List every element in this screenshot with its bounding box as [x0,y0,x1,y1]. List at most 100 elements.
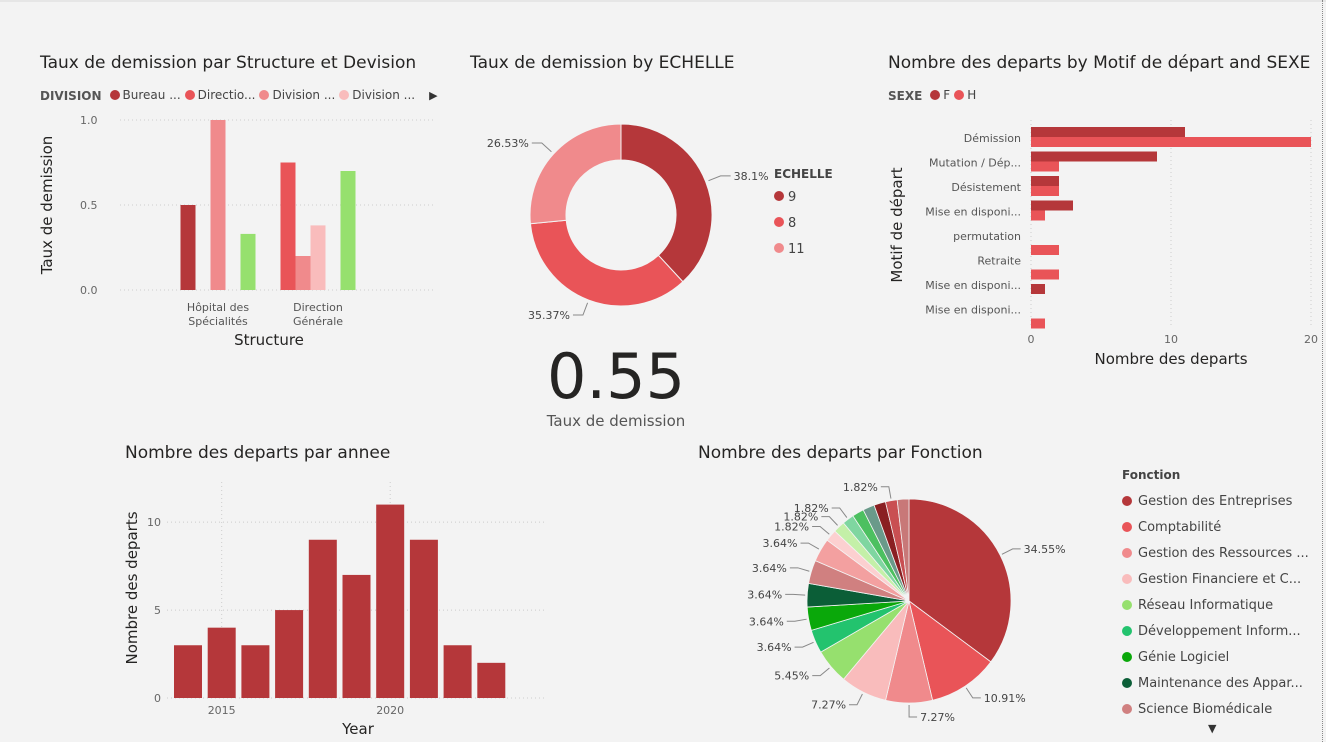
pie-slice[interactable] [908,600,992,701]
pie-slice[interactable] [908,498,1012,663]
bar[interactable] [210,120,226,290]
data-label: 7.27% [920,711,955,724]
fonction-pie-chart[interactable]: 34.55% 10.91% 7.27% 7.27% 5.45% 3.64% 3.64% 3.6… [740,470,1110,740]
y-tick-label: 1.0 [80,114,98,127]
bar[interactable] [477,662,506,698]
data-label: 3.64% [747,588,782,601]
y-tick-label: Mise en disponi... [925,304,1021,317]
chevron-right-icon[interactable]: ▶ [429,89,438,102]
data-label: 1.82% [794,502,829,515]
bar[interactable] [1031,318,1045,329]
legend-item[interactable]: Bureau ... [109,88,181,102]
donut-slice[interactable] [620,123,713,283]
legend-label: Science Biomédicale [1138,701,1273,717]
x-axis-title: Year [341,720,375,738]
legend-dot [1122,600,1132,610]
y-tick-label: 5 [154,604,161,617]
bar[interactable] [1031,176,1059,186]
bar[interactable] [443,645,472,698]
legend-label: 9 [788,190,796,205]
bar[interactable] [1031,186,1059,196]
legend-label: Division ... [272,88,336,102]
bar[interactable] [376,504,405,698]
legend-item[interactable]: Gestion des Ressources ... [1122,540,1309,566]
legend-label: H [967,88,977,102]
legend-item[interactable]: Développement Inform... [1122,618,1309,644]
bar[interactable] [1031,269,1059,280]
legend-dot [1122,652,1132,662]
data-label: 35.37% [528,309,570,322]
legend-item[interactable]: Maintenance des Appar... [1122,670,1309,696]
leader-line [785,593,806,596]
bar[interactable] [308,539,337,698]
bar[interactable] [180,205,196,290]
bar[interactable] [174,645,202,698]
kpi-value: 0.55 [546,340,686,413]
bar[interactable] [310,225,326,290]
y-tick-label: Mutation / Dép... [929,157,1021,170]
bar[interactable] [409,539,438,698]
y-tick-label: permutation [953,230,1021,243]
bar[interactable] [1031,127,1185,137]
donut-slice[interactable] [529,123,622,225]
motif-legend[interactable]: SEXE F H [888,88,980,103]
bar[interactable] [1031,137,1311,147]
bar[interactable] [1031,245,1059,255]
echelle-donut-chart[interactable]: 38.1% 35.37% 26.53% ECHELLE 9 8 11 [470,100,870,340]
legend-item[interactable]: Génie Logiciel [1122,644,1309,670]
page-edge [1322,0,1323,742]
leader-line [908,704,918,718]
legend-item[interactable]: Science Biomédicale [1122,696,1309,722]
legend-item[interactable]: H [954,88,976,102]
legend-label: Directio... [197,88,256,102]
bar[interactable] [1031,161,1059,172]
x-tick-label: Hôpital des [187,301,249,314]
legend-label: 8 [788,216,796,231]
bar[interactable] [207,627,236,698]
fonction-legend[interactable]: Fonction Gestion des Entreprises Comptabi… [1122,468,1309,722]
bar[interactable] [1031,200,1073,211]
donut-slice[interactable] [529,219,684,307]
motif-chart[interactable]: 0 10 20 Démission Mutation / Dép... Désisteme… [880,110,1320,370]
y-tick-label: 0.0 [80,284,98,297]
legend-item[interactable]: F [930,88,950,102]
bar[interactable] [342,574,371,698]
data-label: 1.82% [774,520,809,533]
legend-dot [1122,548,1132,558]
bar[interactable] [295,256,311,290]
legend-label: Gestion des Ressources ... [1138,545,1309,561]
legend-item[interactable]: Gestion Financiere et C... [1122,566,1309,592]
data-label: 1.82% [843,481,878,494]
x-tick-label: Générale [293,315,343,328]
data-label: 7.27% [811,699,846,712]
y-tick-label: Démission [964,132,1021,145]
bar[interactable] [280,162,296,291]
legend-item[interactable]: Réseau Informatique [1122,592,1309,618]
bar[interactable] [1031,210,1045,221]
legend-item[interactable]: Comptabilité [1122,514,1309,540]
legend-item[interactable]: Division ... [259,88,335,102]
pie-slice[interactable] [896,498,910,602]
legend-item[interactable]: Directio... [184,88,256,102]
legend-item[interactable]: Gestion des Entreprises [1122,488,1309,514]
bar[interactable] [1031,151,1157,162]
bar[interactable] [340,171,356,290]
bar[interactable] [275,610,304,698]
chevron-down-icon[interactable]: ▼ [1208,722,1217,735]
leader-line [849,693,863,706]
leader-line [812,667,830,677]
bar[interactable] [1031,284,1045,294]
legend-item[interactable]: Division ... [339,88,415,102]
legend-header: Fonction [1122,468,1181,482]
leader-line [880,486,892,499]
structure-chart-title: Taux de demission par Structure et Devis… [40,53,417,73]
legend-label: Bureau ... [122,88,181,102]
structure-legend[interactable]: DIVISION Bureau ... Directio... Division .… [40,88,438,103]
bar[interactable] [241,645,270,698]
leader-line [831,507,848,518]
legend-dot [774,243,784,253]
legend-dot [1122,678,1132,688]
bar[interactable] [240,233,256,290]
